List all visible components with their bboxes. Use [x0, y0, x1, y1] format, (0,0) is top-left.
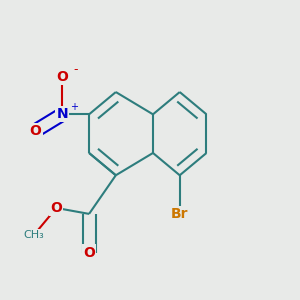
Text: N: N: [56, 107, 68, 121]
Text: CH₃: CH₃: [24, 230, 44, 240]
Text: O: O: [83, 245, 95, 260]
Text: O: O: [50, 201, 62, 215]
Text: -: -: [74, 63, 78, 76]
Text: +: +: [70, 102, 78, 112]
Text: O: O: [30, 124, 41, 138]
Text: Br: Br: [171, 207, 188, 221]
Text: O: O: [56, 70, 68, 84]
